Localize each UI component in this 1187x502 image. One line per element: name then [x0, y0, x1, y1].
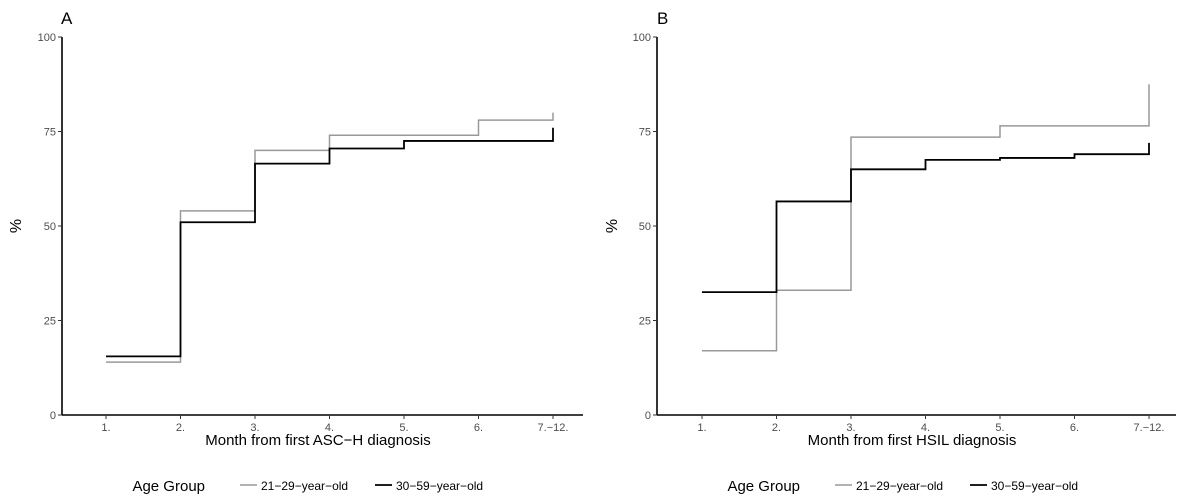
- y-tick-label: 0: [645, 410, 651, 422]
- x-tick-label: 6.: [1070, 422, 1079, 434]
- x-tick-label: 7.−12.: [1134, 422, 1165, 434]
- y-tick-label: 75: [44, 127, 56, 139]
- legend-label-age-21-29: 21−29−year−old: [856, 479, 943, 493]
- legend-label-age-21-29: 21−29−year−old: [261, 479, 348, 493]
- y-tick-label: 25: [44, 316, 56, 328]
- y-axis-label: %: [604, 219, 621, 233]
- legend: Age Group 21−29−year−old 30−59−year−old: [727, 478, 1078, 495]
- panel-a: A 0 25 50 75 100 1. 2. 3. 4. 5. 6. 7.−12.% Month from…: [8, 9, 583, 495]
- panel-b: B 0 25 50 75 100 1. 2. 3. 4. 5. 6. 7.−12.% Month from…: [604, 9, 1176, 495]
- series-line-age-30-59: [702, 142, 1150, 294]
- panel-letter: B: [657, 9, 668, 28]
- legend-label-age-30-59: 30−59−year−old: [396, 479, 483, 493]
- y-tick-label: 100: [38, 32, 56, 44]
- x-tick-label: 6.: [474, 422, 483, 434]
- y-tick-label: 0: [50, 410, 56, 422]
- x-tick-label: 3.: [846, 422, 855, 434]
- legend-title: Age Group: [727, 478, 800, 495]
- x-tick-label: 2.: [772, 422, 781, 434]
- x-tick-label: 7.−12.: [538, 422, 569, 434]
- x-tick-label: 3.: [250, 422, 259, 434]
- legend: Age Group 21−29−year−old 30−59−year−old: [132, 478, 483, 495]
- x-tick-label: 5.: [399, 422, 408, 434]
- x-axis-label: Month from first ASC−H diagnosis: [205, 432, 431, 449]
- y-tick-label: 75: [639, 127, 651, 139]
- series-line-age-30-59: [106, 127, 554, 358]
- x-tick-label: 4.: [325, 422, 334, 434]
- x-tick-label: 1.: [697, 422, 706, 434]
- x-tick-label: 1.: [101, 422, 110, 434]
- panel-letter: A: [61, 9, 73, 28]
- x-axis-label: Month from first HSIL diagnosis: [808, 432, 1017, 449]
- x-tick-label: 5.: [995, 422, 1004, 434]
- y-tick-label: 100: [633, 32, 651, 44]
- y-tick-label: 25: [639, 316, 651, 328]
- x-tick-label: 4.: [921, 422, 930, 434]
- series-line-age-21-29: [702, 84, 1150, 352]
- y-axis-label: %: [8, 219, 25, 233]
- y-tick-label: 50: [639, 221, 651, 233]
- legend-title: Age Group: [132, 478, 205, 495]
- y-tick-label: 50: [44, 221, 56, 233]
- legend-label-age-30-59: 30−59−year−old: [991, 479, 1078, 493]
- x-tick-label: 2.: [176, 422, 185, 434]
